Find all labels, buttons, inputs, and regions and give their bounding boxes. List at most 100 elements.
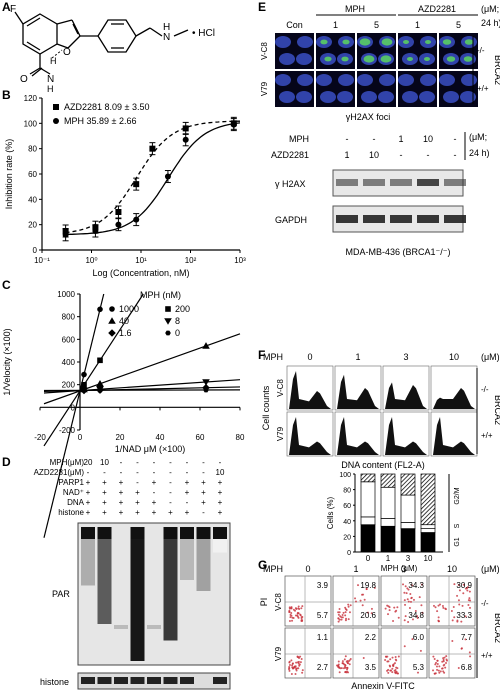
bar-y-tick-label: 80 (343, 488, 351, 495)
dot (346, 668, 349, 671)
x-axis-label: 1/NAD μM (×100) (115, 444, 185, 454)
row-value: - (219, 458, 222, 467)
nucleus (378, 91, 394, 103)
dot (456, 594, 459, 597)
histone-band (163, 677, 178, 684)
dot (439, 603, 442, 606)
row-value: + (201, 478, 206, 487)
dot (290, 611, 293, 614)
nucleus (297, 74, 313, 86)
dot (437, 669, 440, 672)
dot (467, 599, 470, 602)
panel-e-foci: Con MPH AZD2281 1 5 1 5 (μM; 24 h) V-C8 -/- V79 +/+ B… (260, 4, 500, 257)
dot (467, 604, 470, 607)
dot (386, 604, 389, 607)
dot (341, 662, 344, 665)
legend-label-8: 8 (175, 316, 180, 326)
dot (438, 665, 441, 668)
nucleus (420, 74, 436, 86)
dot (395, 666, 398, 669)
y-tick-label: 80 (28, 145, 37, 154)
dot (439, 670, 442, 673)
dot (290, 607, 293, 610)
bar-S (360, 516, 376, 526)
dose-label: 3 (403, 352, 408, 362)
dot (348, 663, 351, 666)
row-value: - (136, 478, 139, 487)
foci (320, 39, 328, 45)
point-200 (81, 381, 87, 388)
dot (420, 583, 423, 586)
panel-label-c: C (2, 278, 11, 292)
row-value: + (201, 488, 206, 497)
wb-row-value: - (454, 150, 457, 160)
atom-f: F (10, 4, 16, 15)
dot (442, 664, 445, 667)
row-value: + (201, 498, 206, 507)
dot (294, 614, 297, 617)
dot (387, 671, 390, 674)
dot (390, 669, 393, 672)
atom-o-amide: O (20, 74, 28, 85)
dotplot-frame (428, 575, 476, 627)
dot (394, 658, 397, 661)
wb-row-label: AZD2281 (271, 150, 309, 160)
point-MPH (115, 221, 122, 228)
ylabel: PI (259, 598, 269, 607)
dot (370, 612, 373, 615)
wb-row-label: MPH (289, 134, 309, 144)
dot (464, 615, 467, 618)
bar-y-tick-label: 20 (343, 534, 351, 541)
histogram (385, 417, 427, 455)
quadrant-upper: 6.0 (413, 633, 425, 642)
nucleus (275, 74, 291, 86)
dot (288, 661, 291, 664)
dot (343, 665, 346, 668)
nucleus (419, 91, 435, 103)
wb-band (444, 215, 466, 223)
dot (300, 657, 303, 660)
quadrant-upper: 7.7 (461, 633, 473, 642)
col-con: Con (286, 20, 303, 30)
row-value: 10 (100, 458, 109, 467)
wb-row-value: - (454, 134, 457, 144)
row-value: + (102, 478, 107, 487)
nucleus (279, 91, 295, 103)
bar-G2/M (360, 473, 376, 483)
dot (396, 606, 399, 609)
dot (436, 663, 439, 666)
point-40 (96, 379, 104, 387)
dot (406, 587, 409, 590)
row-value: + (119, 488, 124, 497)
dotplot-frame (284, 627, 332, 679)
genotype: +/+ (477, 84, 489, 93)
panel-g-apoptosis: MPH 0 1 3 10 (μM) V-C8 3.9 5.7 19.8 20.6 34.3 34.8 30… (259, 564, 500, 691)
dot (300, 619, 303, 622)
row-value: + (102, 498, 107, 507)
dot (291, 662, 294, 665)
nucleus (398, 74, 414, 86)
dot (458, 589, 461, 592)
par-lane (180, 527, 194, 580)
dot (435, 661, 438, 664)
quadrant-upper: 2.2 (365, 633, 377, 642)
phase-label: S (454, 523, 461, 528)
dot (466, 586, 469, 589)
dot (338, 618, 341, 621)
foci (442, 39, 452, 45)
quadrant-upper: 30.9 (456, 581, 472, 590)
par-top-band (81, 527, 95, 539)
nucleus (361, 91, 377, 103)
quadrant-upper: 19.8 (360, 581, 376, 590)
dot (345, 608, 348, 611)
dot (389, 658, 392, 661)
dot (295, 667, 298, 670)
dot (341, 616, 344, 619)
dot (394, 610, 397, 613)
atom-h-amide: H (47, 84, 54, 94)
ylabel: Cell counts (261, 385, 271, 430)
dot (391, 656, 394, 659)
dose-label: 1 (353, 564, 358, 574)
dot (344, 671, 347, 674)
